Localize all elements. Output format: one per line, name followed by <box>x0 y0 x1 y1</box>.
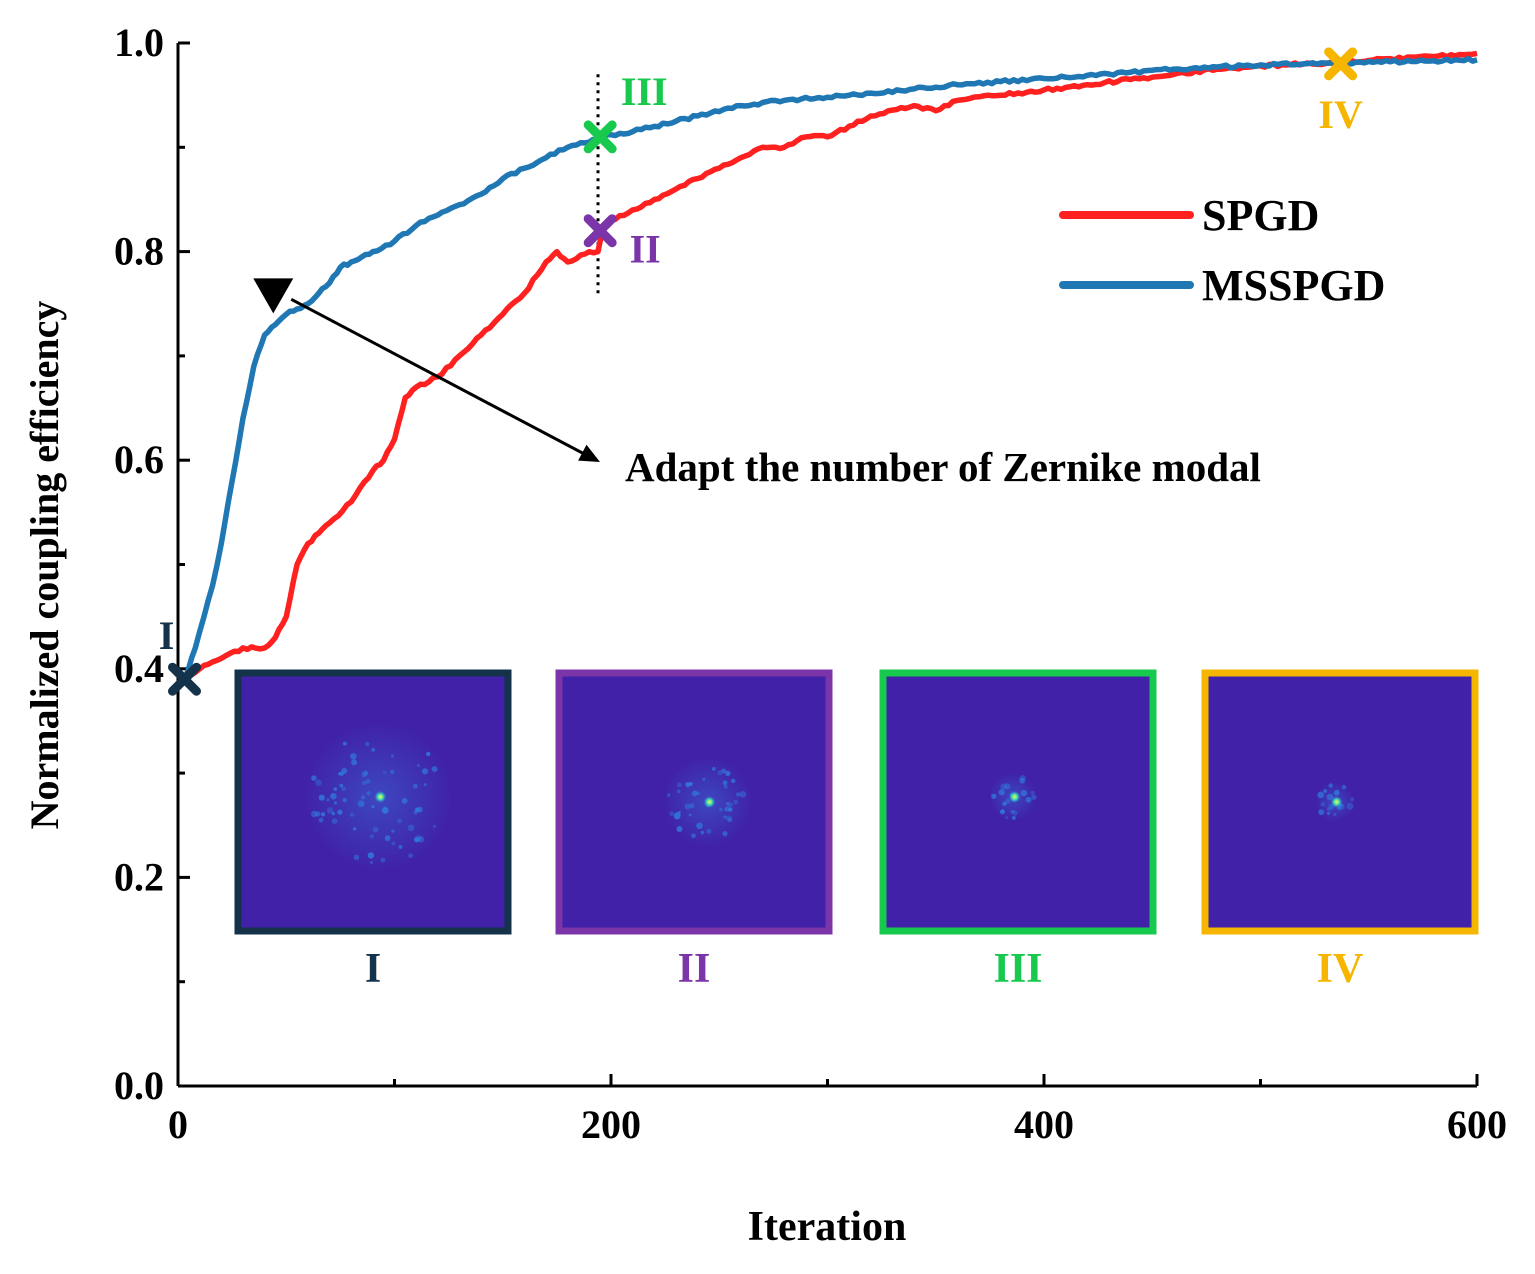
x-axis-label: Iteration <box>748 1204 907 1250</box>
legend-label: SPGD <box>1202 191 1319 240</box>
x-tick-label: 0 <box>168 1102 188 1147</box>
inset-image-3 <box>879 669 1157 935</box>
inset-label: II <box>678 946 711 992</box>
inset-image-4 <box>1201 669 1479 935</box>
y-tick-label: 0.8 <box>114 229 164 274</box>
marker-III <box>583 120 617 154</box>
legend-label: MSSPGD <box>1202 261 1385 310</box>
inset-label: IV <box>1317 946 1364 992</box>
triangle-marker-icon <box>253 278 294 314</box>
inset-label: I <box>365 946 381 992</box>
y-tick-label: 0.2 <box>114 854 164 899</box>
legend-item-msspgd: MSSPGD <box>1059 261 1385 310</box>
marker-IV <box>1324 47 1358 81</box>
x-tick-label: 600 <box>1447 1102 1507 1147</box>
inset-label: III <box>993 946 1042 992</box>
inset-image-1 <box>234 669 512 935</box>
marker-I <box>167 662 201 696</box>
legend: SPGD MSSPGD <box>1059 191 1385 310</box>
x-tick-label: 400 <box>1014 1102 1074 1147</box>
x-tick-label: 200 <box>581 1102 641 1147</box>
marker-label: II <box>630 227 661 272</box>
series-line-msspgd <box>181 55 1478 681</box>
annotation-text: Adapt the number of Zernike modal <box>625 444 1261 490</box>
marker-II <box>583 214 617 248</box>
marker-label: I <box>159 613 175 658</box>
y-tick-label: 0.4 <box>114 646 164 691</box>
legend-item-spgd: SPGD <box>1059 191 1319 240</box>
y-tick-label: 0.6 <box>114 437 164 482</box>
annotation-arrow <box>290 297 591 459</box>
annotation: Adapt the number of Zernike modal <box>253 278 1261 490</box>
y-tick-label: 1.0 <box>114 20 164 65</box>
arrowhead-icon <box>578 444 600 462</box>
y-axis-label: Normalized coupling efficiency <box>22 301 67 830</box>
y-tick-label: 0.0 <box>114 1063 164 1108</box>
inset-image-2 <box>555 669 833 935</box>
marker-label: III <box>621 69 668 114</box>
marker-label: IV <box>1318 92 1363 137</box>
series-line-spgd <box>182 50 1478 682</box>
